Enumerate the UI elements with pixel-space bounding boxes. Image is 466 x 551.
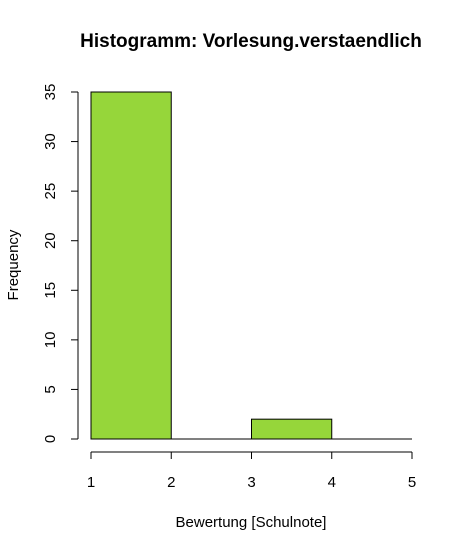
x-tick-label: 3 <box>247 474 255 491</box>
y-axis-label: Frequency <box>5 229 22 300</box>
x-tick-label: 5 <box>408 474 416 491</box>
x-axis: 1 2 3 4 5 <box>87 451 416 491</box>
x-tick-label: 2 <box>167 474 175 491</box>
histogram-bar-3 <box>251 418 333 440</box>
y-tick-label: 15 <box>42 282 59 299</box>
bars-group <box>90 91 412 440</box>
y-axis: 0 5 10 15 20 25 30 35 <box>42 84 79 443</box>
y-tick-label: 5 <box>42 385 59 393</box>
x-tick-label: 4 <box>328 474 336 491</box>
histogram-bar-1 <box>90 91 172 440</box>
y-tick-label: 10 <box>42 332 59 349</box>
y-tick-label: 20 <box>42 232 59 249</box>
x-axis-label: Bewertung [Schulnote] <box>176 514 327 531</box>
chart-title: Histogramm: Vorlesung.verstaendlich <box>80 31 422 52</box>
y-tick-label: 30 <box>42 133 59 150</box>
y-tick-label: 35 <box>42 84 59 101</box>
y-tick-label: 0 <box>42 435 59 443</box>
x-tick-label: 1 <box>87 474 95 491</box>
y-tick-label: 25 <box>42 183 59 200</box>
